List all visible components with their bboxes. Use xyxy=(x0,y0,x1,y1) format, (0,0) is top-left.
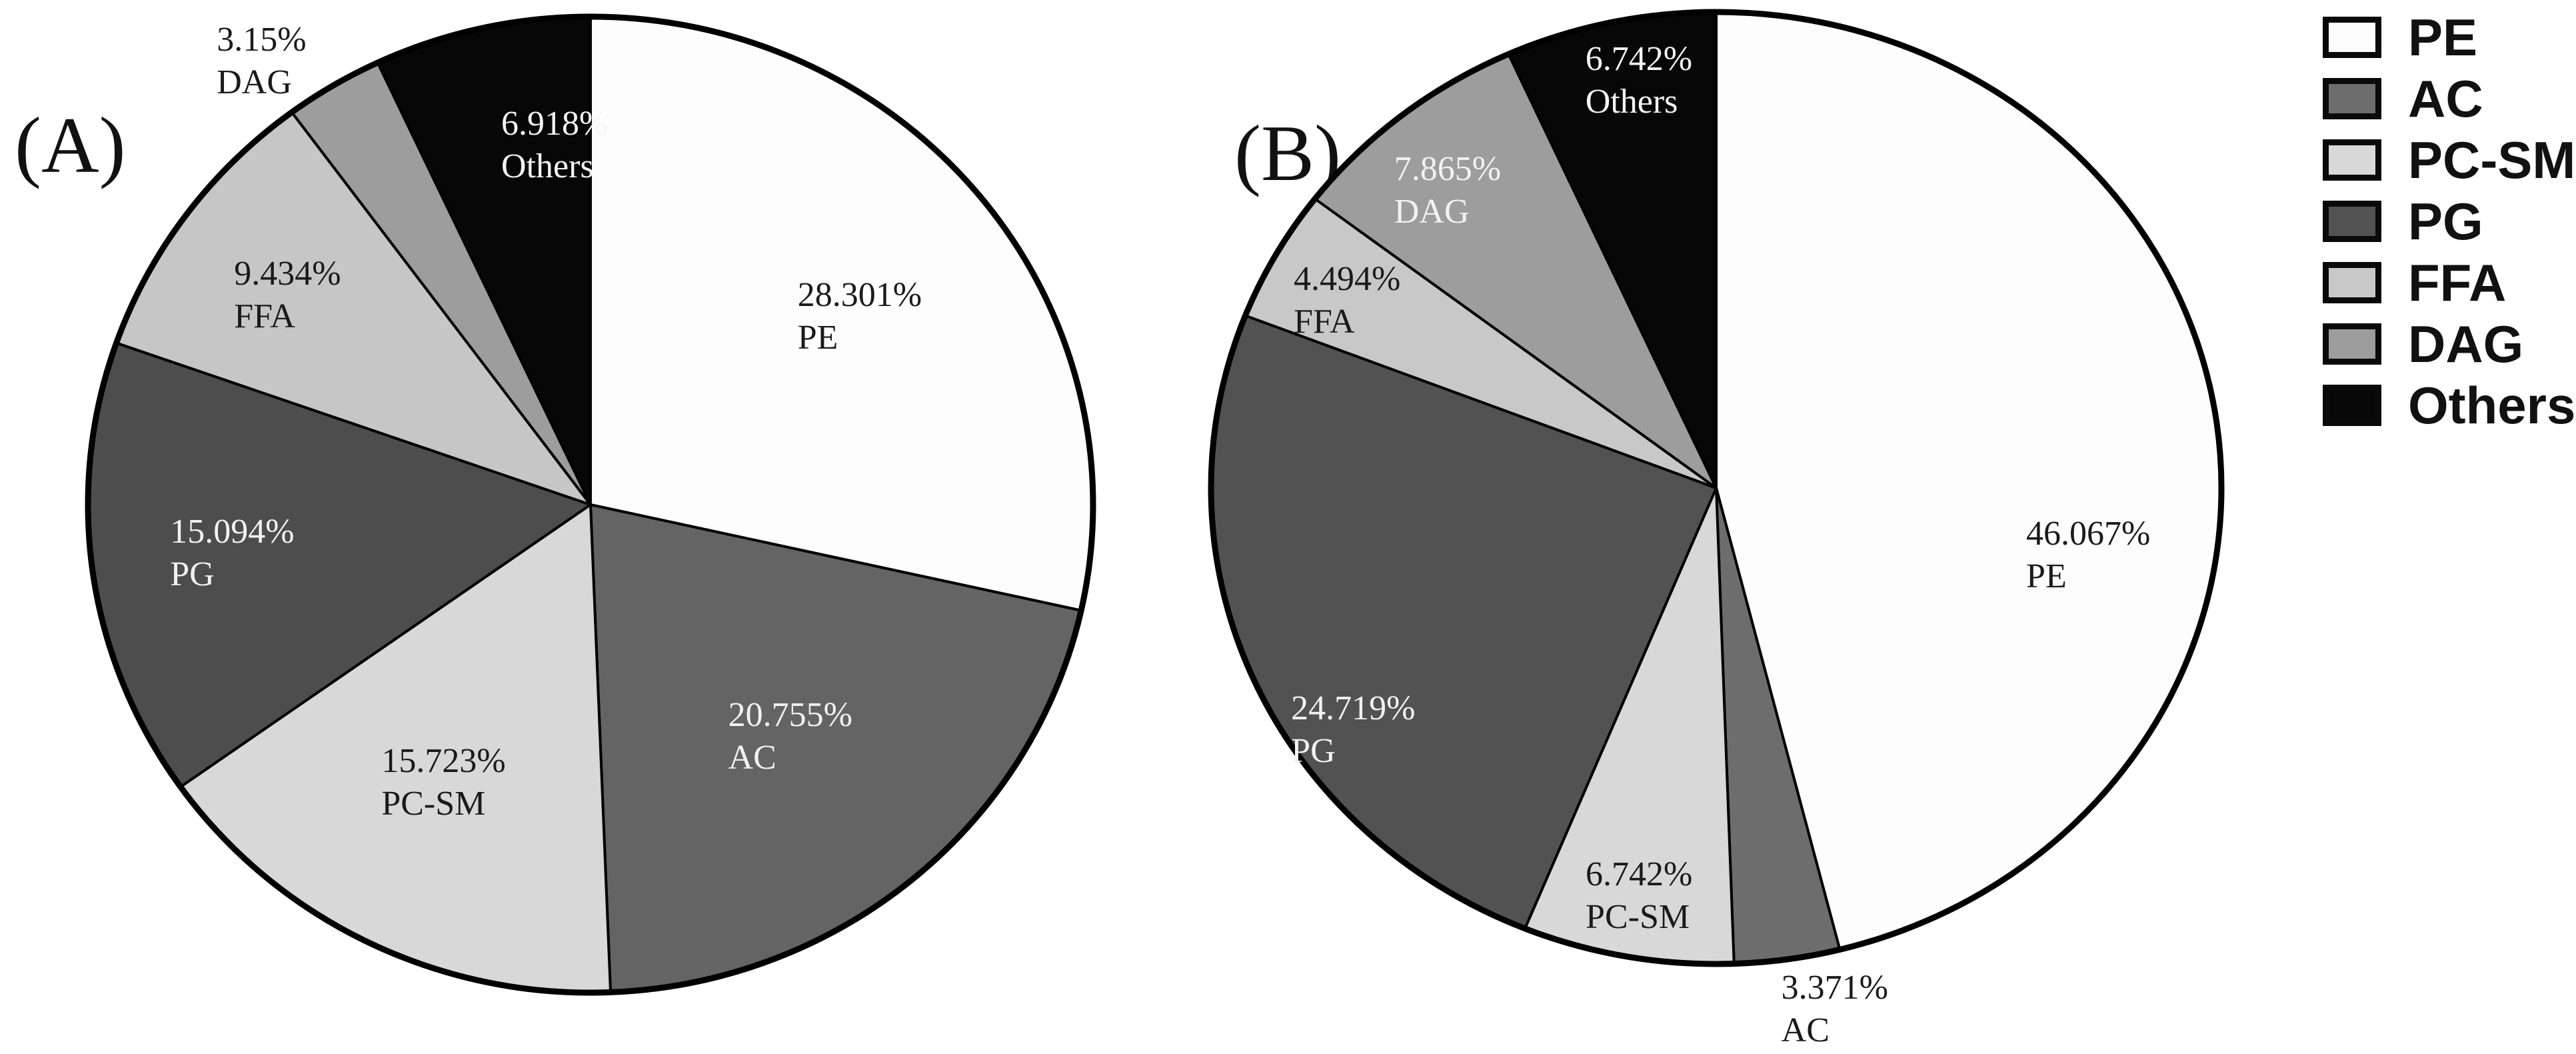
legend-item-pg: PG xyxy=(2323,195,2575,247)
legend-item-ffa: FFA xyxy=(2323,257,2575,309)
slice-label-others: 6.742% Others xyxy=(1585,39,1693,121)
slice-label-ac: 20.755% AC xyxy=(728,696,852,777)
slice-label-ffa: 9.434% FFA xyxy=(234,254,341,335)
slice-label-dag: 3.15% DAG xyxy=(217,20,307,101)
slice-label-pe: 46.067% PE xyxy=(2026,515,2151,596)
pie-svg xyxy=(1208,9,2225,967)
slice-label-pc-sm: 6.742% PC-SM xyxy=(1586,855,1693,936)
legend: PE AC PC-SM PG FFA DAG Others xyxy=(2323,11,2575,446)
legend-swatch-others xyxy=(2323,385,2381,426)
legend-label-pc-sm: PC-SM xyxy=(2408,131,2576,189)
legend-item-ac: AC xyxy=(2323,73,2575,125)
legend-item-pe: PE xyxy=(2323,11,2575,63)
slice-label-ac: 3.371% AC xyxy=(1781,968,1888,1049)
legend-label-ffa: FFA xyxy=(2408,253,2507,312)
slice-label-ffa: 4.494% FFA xyxy=(1294,259,1401,341)
pie-outline xyxy=(85,13,1096,996)
legend-label-pe: PE xyxy=(2408,8,2478,67)
slice-label-pc-sm: 15.723% PC-SM xyxy=(381,741,506,823)
legend-label-dag: DAG xyxy=(2408,315,2524,373)
slice-label-pg: 15.094% PG xyxy=(170,513,295,594)
legend-swatch-pe xyxy=(2323,17,2381,58)
legend-item-pc-sm: PC-SM xyxy=(2323,134,2575,186)
pie-svg xyxy=(85,13,1096,996)
pie-outline xyxy=(1208,9,2225,967)
panel-label-a: (A) xyxy=(15,101,126,189)
slice-label-others: 6.918% Others xyxy=(501,104,609,185)
legend-swatch-pc-sm xyxy=(2323,139,2381,181)
panel-label-b: (B) xyxy=(1234,109,1341,197)
legend-label-ac: AC xyxy=(2408,69,2483,128)
legend-swatch-ac xyxy=(2323,78,2381,119)
slice-label-dag: 7.865% DAG xyxy=(1394,150,1502,231)
slice-label-pg: 24.719% PG xyxy=(1291,689,1416,770)
slice-label-pe: 28.301% PE xyxy=(797,275,922,357)
legend-swatch-pg xyxy=(2323,201,2381,242)
pie-chart-a: 28.301% PE 20.755% AC 15.723% PC-SM 15.094% PG 9… xyxy=(75,3,1106,1006)
legend-label-pg: PG xyxy=(2408,192,2483,251)
legend-item-dag: DAG xyxy=(2323,318,2575,370)
legend-item-others: Others xyxy=(2323,379,2575,431)
legend-label-others: Others xyxy=(2408,376,2576,435)
legend-swatch-dag xyxy=(2323,323,2381,365)
legend-swatch-ffa xyxy=(2323,262,2381,303)
pie-chart-b: 46.067% PE 3.371% AC 6.742% PC-SM 24.719% PG 4.4… xyxy=(1198,0,2235,1049)
